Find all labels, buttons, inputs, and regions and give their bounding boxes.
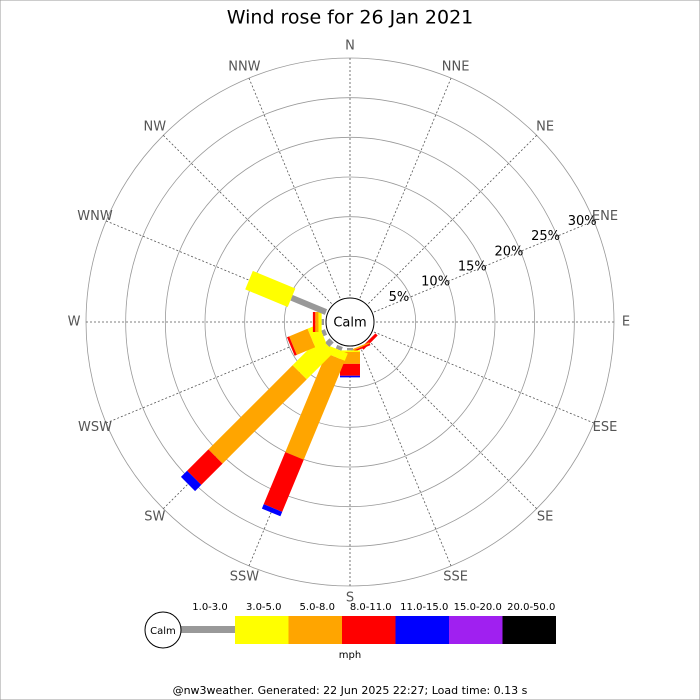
footer: @nw3weather. Generated: 22 Jun 2025 22:2… [173,684,528,697]
legend-label: 20.0-50.0 [507,602,555,613]
grid-ring [164,136,536,508]
wind-bar [340,363,360,376]
legend-swatch [449,616,503,644]
wind-bar [350,342,370,352]
r-tick-label: 30% [568,214,597,229]
direction-label: NE [536,119,554,134]
direction-label: WNW [77,209,113,224]
wind-bar [290,295,328,315]
legend-swatch [235,616,289,644]
wind-bar [187,449,223,485]
legend-swatch [502,616,556,644]
wind-bar [312,312,316,332]
wind-bar [307,324,327,348]
calm-circle [325,297,375,347]
direction-label: W [68,315,81,330]
legend-label: 11.0-15.0 [400,602,448,613]
wind-bar [289,328,316,355]
direction-label: ESE [593,420,618,435]
r-tick-label: 20% [494,244,523,259]
grid-ring [244,216,456,428]
wind-bar [347,348,353,351]
wind-bar [286,336,297,356]
legend-swatch [288,616,342,644]
legend-swatch [395,616,449,644]
wind-bar [261,504,283,517]
direction-label: SSW [230,569,260,584]
direction-label: ENE [592,209,618,224]
grid-ring [283,255,417,389]
legend-label: 15.0-20.0 [454,602,502,613]
legend-label: 5.0-8.0 [300,602,335,613]
legend-label: 3.0-5.0 [246,602,281,613]
chart-title: Wind rose for 26 Jan 2021 [227,7,474,29]
r-tick-label: 10% [421,275,450,290]
direction-label: NW [144,119,167,134]
unit-label: mph [339,650,361,661]
direction-label: SSE [443,569,468,584]
direction-label: E [622,315,630,330]
wind-bar [245,270,296,308]
direction-label: WSW [78,420,112,435]
direction-label: N [345,39,355,54]
wind-bar [340,375,360,378]
wind-bar [292,337,335,380]
wind-bar [315,312,319,332]
direction-label: S [346,591,354,606]
wind-bar [263,452,304,512]
r-tick-label: 25% [531,229,560,244]
wind-bar [321,319,324,325]
wind-bar [318,312,322,332]
wind-bar [208,365,307,464]
wind-bar [180,470,202,492]
legend-label: 8.0-11.0 [350,602,392,613]
legend-calm-label: Calm [150,626,176,637]
r-tick-label: 15% [458,260,487,275]
wind-bar [285,353,345,460]
direction-label: NNE [442,60,470,75]
grid-ring [204,176,496,468]
legend-swatch [181,626,235,633]
grid-ring [125,97,575,547]
direction-label: SW [144,510,165,525]
legend-calm-circle [144,611,182,649]
r-tick-label: 5% [389,290,410,305]
calm-label: Calm [333,316,366,331]
wind-bar [325,338,334,347]
direction-label: SE [537,510,553,525]
legend-label: 1.0-3.0 [192,602,227,613]
legend-swatch [342,616,396,644]
wind-bar [340,350,360,352]
wind-bar [321,329,328,337]
direction-label: NNW [228,60,260,75]
wind-bar [335,344,343,351]
